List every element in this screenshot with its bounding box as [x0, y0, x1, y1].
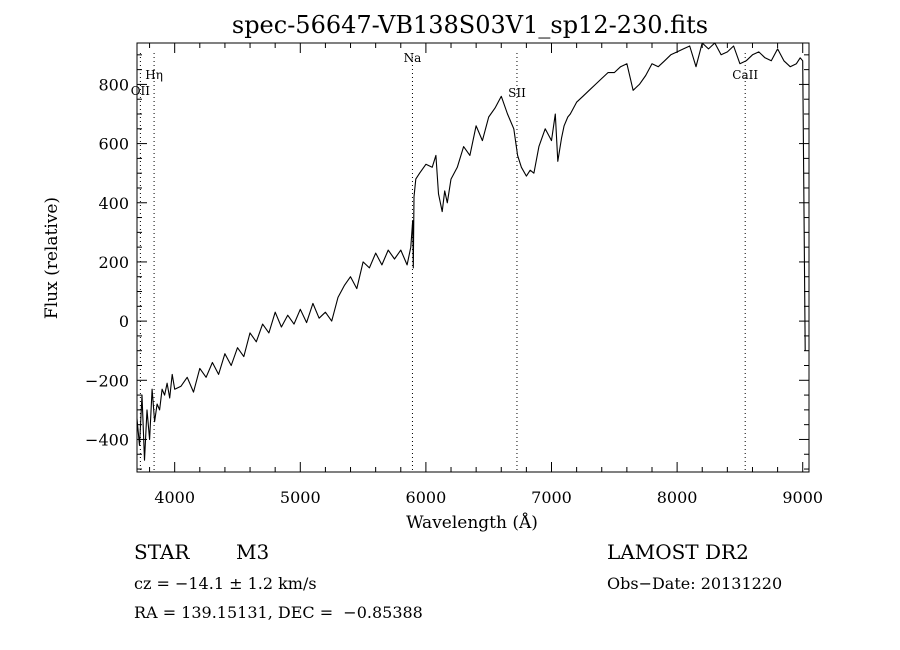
- x-tick-label: 9000: [782, 488, 823, 507]
- spectral-line-label: OII: [131, 84, 151, 98]
- x-axis-label: Wavelength (Å): [406, 512, 538, 533]
- x-tick-label: 7000: [531, 488, 572, 507]
- y-tick-label: 0: [119, 312, 129, 331]
- y-tick-label: 600: [98, 135, 129, 154]
- x-tick-label: 6000: [406, 488, 447, 507]
- x-tick-label: 4000: [154, 488, 195, 507]
- y-tick-label: 400: [98, 194, 129, 213]
- y-tick-label: 800: [98, 75, 129, 94]
- spectrum-series: [136, 42, 806, 461]
- object-type: STAR: [134, 540, 190, 564]
- x-tick-label: 8000: [657, 488, 698, 507]
- spectral-line-label: CaII: [732, 68, 758, 82]
- axes: 4000 5000 6000 7000 8000 9000 −400 −200 0 200 400 6…: [85, 42, 823, 507]
- observation-date: Obs−Date: 20131220: [607, 574, 783, 593]
- spectral-line-label: SII: [508, 86, 526, 100]
- chart-title: spec-56647-VB138S03V1_sp12-230.fits: [232, 11, 708, 39]
- x-tick-label: 5000: [280, 488, 321, 507]
- survey-name: LAMOST DR2: [607, 540, 749, 564]
- object-subclass: M3: [236, 540, 270, 564]
- spectrum-line: [136, 42, 806, 461]
- spectral-line-label: Na: [404, 51, 422, 65]
- y-axis-label: Flux (relative): [42, 197, 62, 319]
- y-tick-label: −200: [85, 371, 129, 390]
- y-tick-label: 200: [98, 253, 129, 272]
- spectral-line-markers: Hη OII Na SII CaII: [131, 51, 758, 472]
- coordinates: RA = 139.15131, DEC = −0.85388: [134, 603, 423, 622]
- y-tick-label: −400: [85, 430, 129, 449]
- plot-frame: [136, 42, 810, 473]
- redshift-velocity: cz = −14.1 ± 1.2 km/s: [134, 574, 317, 593]
- spectral-line-label: Hη: [145, 68, 163, 82]
